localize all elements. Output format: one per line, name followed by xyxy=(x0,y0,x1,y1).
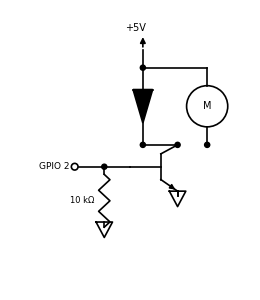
Text: +5V: +5V xyxy=(125,23,146,33)
Circle shape xyxy=(140,142,145,147)
Circle shape xyxy=(205,142,210,147)
Text: 10 kΩ: 10 kΩ xyxy=(70,196,94,205)
Circle shape xyxy=(140,65,145,70)
Text: GPIO 2: GPIO 2 xyxy=(39,162,70,171)
Polygon shape xyxy=(133,90,153,123)
Circle shape xyxy=(175,142,180,147)
Circle shape xyxy=(102,164,107,169)
Text: M: M xyxy=(203,101,211,111)
